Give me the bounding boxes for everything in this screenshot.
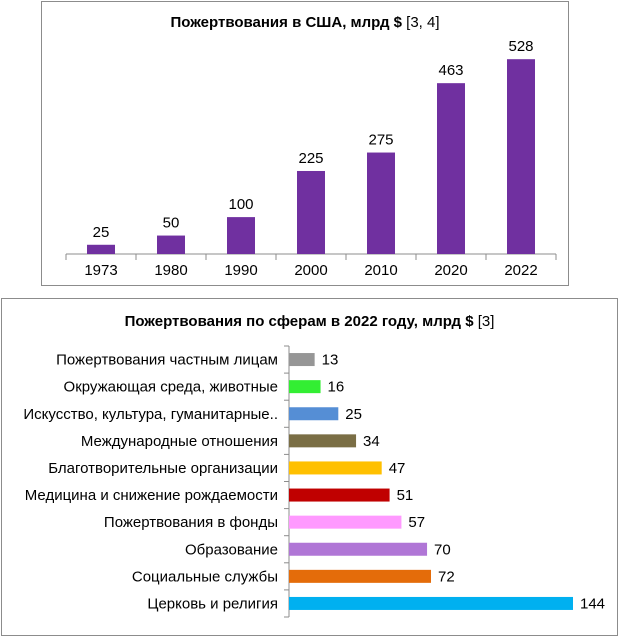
- bar-2022: [507, 59, 535, 255]
- bar-1990: [227, 217, 255, 254]
- category-label-row-3: Искусство, культура, гуманитарные..: [23, 406, 278, 423]
- x-tick-label-2010: 2010: [364, 262, 397, 279]
- data-label-row-4: 34: [363, 433, 380, 450]
- bar-1973: [87, 244, 115, 254]
- data-label-1990: 100: [228, 196, 253, 213]
- category-label-row-7: Пожертвования в фонды: [104, 514, 278, 531]
- bar-row-1: [289, 353, 315, 367]
- category-label-row-1: Пожертвования частным лицам: [56, 352, 278, 369]
- chart-title-main: Пожертвования по сферам в 2022 году, млр…: [124, 313, 474, 330]
- data-label-row-5: 47: [389, 460, 406, 477]
- data-label-row-9: 72: [438, 568, 455, 585]
- category-label-row-5: Благотворительные организации: [48, 460, 278, 477]
- bar-row-8: [289, 542, 428, 556]
- data-label-row-6: 51: [397, 487, 414, 504]
- chart-title-reference: [3]: [477, 313, 495, 330]
- bar-2020: [437, 83, 465, 254]
- bar-row-6: [289, 488, 390, 502]
- data-label-row-8: 70: [434, 541, 451, 558]
- data-label-1980: 50: [163, 215, 180, 232]
- data-label-row-3: 25: [345, 406, 362, 423]
- data-label-2020: 463: [438, 62, 463, 79]
- category-label-row-10: Церковь и религия: [147, 595, 278, 612]
- bar-row-5: [289, 461, 382, 475]
- data-label-1973: 25: [93, 224, 110, 241]
- donations-usa-chart: Пожертвования в США, млрд $ [3, 4] 25 197…: [41, 1, 569, 286]
- data-label-2000: 225: [298, 150, 323, 167]
- data-label-row-2: 16: [328, 379, 345, 396]
- category-label-row-4: Международные отношения: [81, 433, 278, 450]
- data-label-row-7: 57: [408, 514, 425, 531]
- bar-2000: [297, 170, 325, 254]
- data-label-row-10: 144: [580, 595, 605, 612]
- data-label-2010: 275: [368, 132, 393, 149]
- bar-row-2: [289, 380, 321, 394]
- x-tick-label-2022: 2022: [504, 262, 537, 279]
- bar-row-4: [289, 434, 357, 448]
- bar-row-3: [289, 407, 339, 421]
- x-tick-label-1980: 1980: [154, 262, 187, 279]
- x-tick-label-1973: 1973: [84, 262, 117, 279]
- chart-title: Пожертвования по сферам в 2022 году, млр…: [2, 313, 617, 330]
- donations-by-sector-plot: 13 Пожертвования частным лицам 16 Окружающа…: [23, 345, 605, 618]
- bar-row-10: [289, 596, 573, 610]
- data-label-row-1: 13: [322, 352, 339, 369]
- x-tick-label-2000: 2000: [294, 262, 327, 279]
- category-label-row-6: Медицина и снижение рождаемости: [25, 487, 278, 504]
- category-label-row-2: Окружающая среда, животные: [64, 379, 278, 396]
- donations-by-sector-chart: Пожертвования по сферам в 2022 году, млр…: [1, 298, 618, 636]
- x-tick-label-1990: 1990: [224, 262, 257, 279]
- category-label-row-9: Социальные службы: [132, 568, 278, 585]
- bar-row-9: [289, 569, 431, 583]
- bar-row-7: [289, 515, 402, 529]
- chart-title-main: Пожертвования в США, млрд $: [170, 14, 402, 31]
- x-tick-label-2020: 2020: [434, 262, 467, 279]
- category-label-row-8: Образование: [185, 541, 278, 558]
- chart-title: Пожертвования в США, млрд $ [3, 4]: [42, 14, 568, 31]
- bar-1980: [157, 235, 185, 254]
- donations-usa-plot: 25 1973 50 1980 100 1990 225 2000 275 2010 463 2020…: [65, 38, 557, 279]
- bar-2010: [367, 152, 395, 254]
- chart-title-reference: [3, 4]: [406, 14, 440, 31]
- data-label-2022: 528: [508, 38, 533, 55]
